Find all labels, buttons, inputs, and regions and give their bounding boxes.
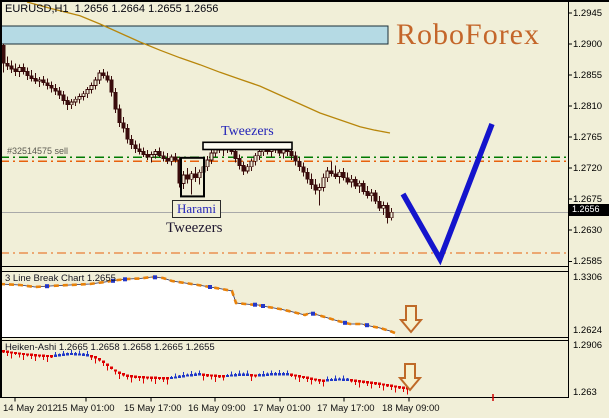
forecast-v-mark[interactable] (400, 123, 495, 266)
price-axis-label: 1.3306 (573, 272, 603, 283)
moving-average-line (26, 1, 391, 134)
price-axis-label: 1.2720 (573, 163, 603, 174)
time-axis-label: 17 May 01:00 (253, 403, 311, 414)
time-axis-label: 17 May 17:00 (317, 403, 375, 414)
roboforex-watermark: RoboForex (396, 18, 540, 51)
price-axis-label: 1.2945 (573, 8, 603, 19)
time-axis-label: 15 May 17:00 (124, 403, 182, 414)
price-axis-label: 1.2855 (573, 70, 603, 81)
line-break-fill (0, 277, 395, 337)
price-axis-label: 1.2906 (573, 340, 603, 351)
time-axis-label: 15 May 01:00 (57, 403, 115, 414)
price-axis-label: 1.2624 (573, 325, 603, 336)
price-axis-label: 1.2765 (573, 132, 603, 143)
line-break-line (0, 275, 396, 335)
price-axis-label: 1.2630 (573, 225, 603, 236)
resistance-band (0, 25, 389, 45)
time-axis-label: 14 May 2012 (3, 403, 58, 414)
time-axis-label: 16 May 09:00 (188, 403, 246, 414)
line-break-panel-label: 3 Line Break Chart 1.2655 (5, 273, 116, 284)
harami-label: Harami (172, 200, 221, 218)
harami-box[interactable] (180, 156, 205, 198)
price-axis-label: 1.2675 (573, 194, 603, 205)
time-axis-label: 18 May 09:00 (382, 403, 440, 414)
price-axis-label: 1.263 (573, 387, 597, 398)
price-axis-label: 1.2900 (573, 39, 603, 50)
price-axis-label: 1.2810 (573, 101, 603, 112)
price-axis-label: 1.2585 (573, 256, 603, 267)
symbol-ohlc-title: EURUSD,H1 1.2656 1.2664 1.2655 1.2656 (5, 3, 219, 15)
heiken-ashi-panel-label: Heiken-Ashi 1.2665 1.2658 1.2658 1.2665 … (5, 342, 215, 353)
down-arrow (397, 363, 423, 392)
down-arrow (398, 305, 424, 334)
tweezers-top-label: Tweezers (221, 124, 274, 139)
sell-order-label: #32514575 sell (7, 146, 69, 156)
tweezers-bottom-label: Tweezers (166, 220, 223, 236)
tweezers-bar[interactable] (202, 141, 293, 151)
current-price-tag: 1.2656 (569, 204, 609, 216)
